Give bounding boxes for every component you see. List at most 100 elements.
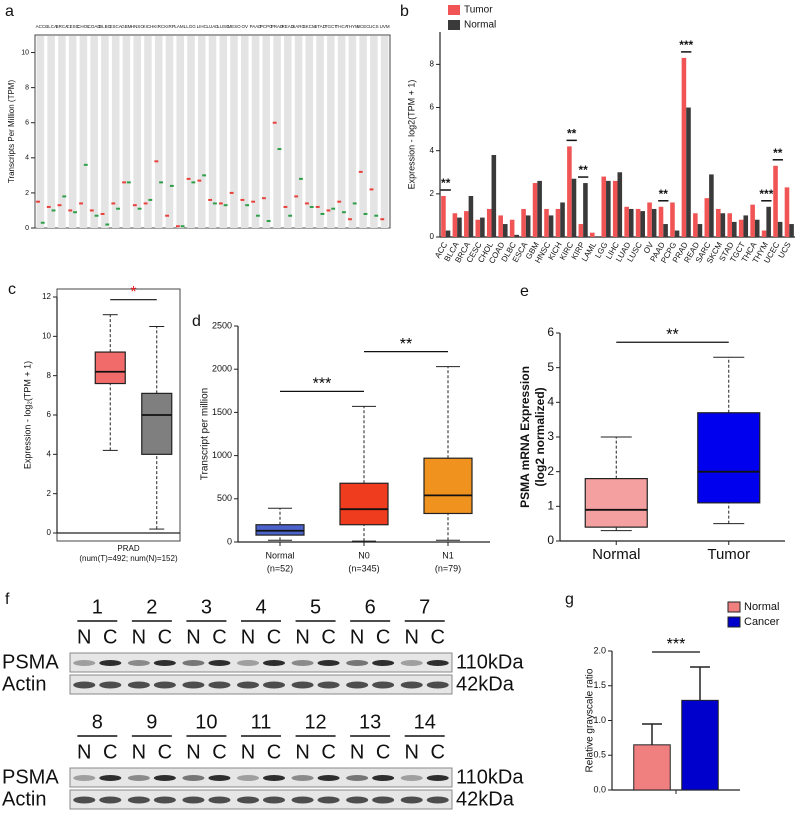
column-stripe (294, 36, 303, 228)
blot-band (372, 775, 395, 781)
bar (502, 224, 508, 237)
bar (635, 208, 641, 237)
bar (709, 174, 714, 237)
bar (624, 206, 629, 237)
category-label: COAD (88, 24, 102, 29)
x-tick-label: N0 (358, 550, 370, 560)
panel-label: g (565, 591, 574, 608)
y-tick-label: 0.0 (593, 784, 606, 794)
x-axis-label: (num(T)=492; num(N)=152) (79, 554, 178, 563)
y-tick-label: 0 (227, 536, 232, 546)
bar (525, 215, 531, 237)
panel-label: b (400, 3, 409, 20)
column-stripe (370, 36, 378, 228)
lane-label: C (430, 741, 444, 763)
y-tick-label: 8 (47, 371, 52, 380)
bar (715, 208, 721, 237)
column-stripe (165, 36, 174, 228)
lane-label: N (77, 626, 91, 648)
category-label: PCPG (260, 24, 273, 29)
lane-label: N (186, 741, 200, 763)
lane-label: C (158, 626, 172, 648)
bar (640, 211, 645, 237)
y-tick-label: 0 (430, 232, 435, 241)
bar (686, 107, 691, 238)
blot-band (208, 681, 231, 689)
blot-band (153, 775, 176, 781)
bar (681, 699, 719, 791)
box (339, 482, 389, 526)
y-tick-label: 4 (430, 146, 435, 155)
category-label: BLCA (45, 24, 57, 29)
category-label: OV (242, 24, 249, 29)
blot-band (426, 681, 449, 689)
blot-band (237, 681, 259, 689)
y-tick-label: 0 (25, 225, 29, 232)
bar (544, 208, 549, 237)
category-label: CESC (66, 24, 79, 29)
y-tick-label: 2500 (212, 320, 232, 330)
lane-label: C (267, 626, 281, 648)
blot-band (263, 660, 285, 666)
box (584, 478, 648, 528)
lane-label: N (77, 741, 91, 763)
bar (498, 215, 503, 237)
lane-number: 10 (195, 711, 217, 733)
legend-label: Normal (464, 20, 496, 31)
category-label: THYM (346, 24, 359, 29)
significance-label: *** (759, 187, 773, 201)
x-tick-label: Normal (592, 546, 640, 563)
column-stripe (348, 36, 357, 228)
blot-band (153, 796, 176, 804)
y-tick-label: 8 (430, 59, 435, 68)
category-label: BRCA (56, 24, 69, 29)
column-stripe (273, 36, 281, 228)
bar (457, 217, 462, 237)
lane-label: C (103, 741, 117, 763)
lane-number: 9 (146, 711, 157, 733)
lane-label: N (404, 741, 418, 763)
significance-label: * (130, 284, 136, 301)
y-tick-label: 1500 (212, 407, 232, 417)
lane-label: C (376, 626, 390, 648)
blot-band (426, 796, 449, 804)
y-tick-label: 2.0 (593, 645, 606, 655)
lane-label: N (132, 741, 146, 763)
bar (789, 224, 794, 237)
x-tick-label: (n=345) (348, 563, 379, 573)
y-tick-label: 1.0 (593, 715, 606, 725)
blot-band (99, 660, 122, 666)
y-tick-label: 12 (42, 292, 51, 301)
y-tick-label: 5 (547, 360, 554, 374)
significance-label: ** (567, 127, 577, 141)
row-label: Actin (2, 788, 46, 810)
blot-band (400, 660, 423, 666)
bar (480, 217, 485, 237)
box (94, 351, 126, 385)
category-label: LIHC (197, 24, 208, 29)
legend-swatch (727, 601, 741, 613)
panel-label: f (5, 591, 10, 608)
bar (445, 230, 451, 237)
column-stripe (79, 36, 88, 228)
blot-band (400, 681, 423, 689)
bar (720, 213, 726, 237)
column-stripe (327, 36, 335, 228)
lane-number: 2 (146, 596, 157, 618)
row-size: 110kDa (456, 651, 524, 673)
legend-label: Tumor (464, 5, 493, 16)
column-stripe (122, 36, 131, 228)
column-stripe (68, 36, 77, 228)
category-label: LAML (174, 24, 186, 29)
y-tick-label: 0.5 (593, 750, 606, 760)
category-label: UCEC (357, 24, 371, 29)
blot-band (182, 775, 205, 781)
bar (555, 208, 561, 237)
lane-label: N (295, 626, 309, 648)
lane-label: C (321, 626, 335, 648)
y-tick-label: 500 (217, 493, 232, 503)
significance-label: ** (659, 187, 669, 201)
column-stripe (305, 36, 314, 228)
y-tick-label: 1.5 (593, 680, 606, 690)
blot-band (372, 660, 395, 666)
